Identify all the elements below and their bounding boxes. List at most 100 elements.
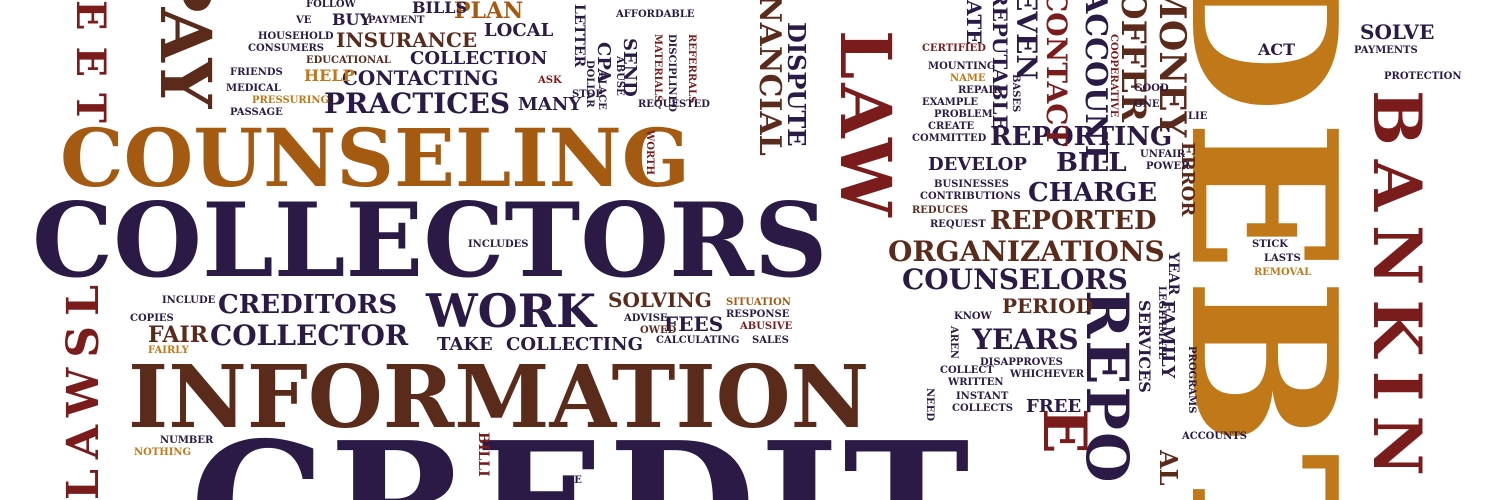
word-educational: EDUCATIONAL — [306, 55, 391, 66]
word-credit: CREDIT — [190, 420, 974, 500]
word-insurance: INSURANCE — [336, 28, 478, 52]
word-owed: OWED — [640, 325, 677, 336]
word-household: HOUSEHOLD — [258, 31, 334, 42]
word-plan: PLAN — [454, 0, 524, 24]
word-letter: LETTER — [571, 4, 587, 68]
word-aren: AREN — [948, 326, 959, 359]
word-name: NAME — [950, 73, 986, 84]
word-whichever: WHICHEVER — [1010, 369, 1085, 380]
word-materials: MATERIALS — [652, 34, 663, 103]
word-follow: FOLLOW — [306, 0, 356, 10]
word-state: ATE — [962, 0, 986, 45]
word-many: MANY — [518, 94, 582, 115]
word-fair: FAIR — [148, 322, 208, 348]
word-nothing: NOTHING — [134, 447, 192, 458]
word-mounting: MOUNTING — [928, 61, 996, 72]
word-pay: PAY — [144, 0, 227, 109]
word-charge: CHARGE — [1028, 178, 1158, 208]
word-unfair: UNFAIR — [1140, 149, 1186, 160]
word-calculating: CALCULATING — [656, 335, 740, 346]
word-cooperative: COOPERATIVE — [1108, 34, 1119, 118]
word-one: ONE — [1134, 99, 1160, 110]
word-creditors: CREDITORS — [218, 290, 398, 320]
word-help: HELP — [304, 66, 355, 85]
word-collecting: COLLECTING — [506, 334, 644, 355]
word-consumers: CONSUMERS — [248, 43, 324, 54]
word-request: REQUEST — [930, 219, 986, 230]
word-contacting: CONTACTING — [342, 66, 499, 90]
word-includes: INCLUDES — [468, 239, 529, 250]
word-number: NUMBER — [160, 435, 214, 446]
word-problem: PROBLEM — [934, 109, 993, 120]
word-account: ACCOUNT — [1078, 0, 1113, 164]
word-develop: DEVELOP — [928, 154, 1027, 175]
word-information: INFORMATION — [128, 347, 870, 448]
word-certified: CERTIFIED — [922, 43, 986, 54]
word-committed: COMMITTED — [912, 133, 987, 144]
word-lie: LIE — [1188, 111, 1208, 122]
word-removal: REMOVAL — [1254, 267, 1312, 278]
word-contact: CONTACT — [1040, 0, 1073, 147]
word-businesses: BUSINESSES — [934, 179, 1009, 190]
word-report: REPO — [1073, 290, 1141, 485]
word-buy: BUY — [332, 10, 371, 29]
word-example: EXAMPLE — [922, 97, 979, 108]
word-re: RE — [566, 475, 582, 486]
word-billing: BILLI — [475, 432, 491, 477]
word-services: SERVICES — [1135, 300, 1154, 393]
word-bills: BILLS — [412, 0, 468, 17]
word-lawsuit: LAWSL — [58, 274, 109, 500]
word-dispute: DISPUTE — [782, 22, 811, 147]
word-law: LAW — [824, 30, 907, 221]
word-abusive: ABUSIVE — [740, 321, 793, 332]
word-contributions: CONTRIBUTIONS — [920, 191, 1021, 202]
word-side-e: E — [1029, 408, 1099, 454]
word-disapproves: DISAPPROVES — [980, 357, 1063, 368]
word-reported: REPORTED — [990, 206, 1157, 236]
word-stick: STICK — [1252, 239, 1288, 250]
word-include: INCLUDE — [162, 295, 216, 306]
word-stop: STOP — [572, 89, 603, 100]
word-solving: SOLVING — [608, 288, 712, 312]
word-need: NEED — [924, 388, 935, 422]
word-year: YEAR — [1165, 252, 1181, 296]
word-payments: PAYMENTS — [1354, 45, 1418, 56]
word-collection: COLLECTION — [410, 48, 548, 69]
word-organizations: ORGANIZATIONS — [888, 235, 1165, 268]
word-medical: MEDICAL — [226, 83, 281, 94]
word-money: MONEY — [1151, 0, 1193, 138]
word-collect: COLLECT — [940, 365, 994, 376]
word-local: LOCAL — [484, 20, 554, 41]
word-financial: FINANCIAL — [752, 0, 787, 156]
word-create: CREATE — [928, 121, 975, 132]
word-fairly: FAIRLY — [148, 345, 189, 356]
word-advise: ADVISE — [624, 313, 668, 324]
word-ask: ASK — [538, 75, 562, 86]
word-requested: REQUESTED — [638, 99, 710, 110]
word-collectors: COLLECTORS — [32, 181, 828, 301]
word-abuse: ABUSE — [614, 56, 625, 96]
word-referrals: REFERRALS — [686, 34, 697, 104]
word-response: RESPONSE — [726, 309, 790, 320]
word-good: GOOD — [1134, 83, 1169, 94]
word-instant: INSTANT — [956, 391, 1009, 402]
word-lasts: LASTS — [1264, 253, 1301, 264]
word-collector: COLLECTOR — [210, 319, 409, 352]
word-payment: PAYMENT — [368, 15, 425, 26]
word-banking: BANKIN — [1358, 90, 1436, 490]
word-years: YEARS — [972, 323, 1079, 356]
word-even: EVEN — [1010, 0, 1043, 81]
word-dollar: DOLLAR — [584, 60, 595, 108]
word-passage: PASSAGE — [230, 107, 283, 118]
word-sales: SALES — [752, 335, 789, 346]
word-ve: VE — [296, 15, 312, 26]
word-counseling: COUNSELING — [60, 111, 691, 205]
word-act: ACT — [1258, 40, 1296, 59]
word-al: AL — [1154, 450, 1183, 486]
word-fees: FEES — [664, 312, 724, 336]
word-take: TAKE — [437, 334, 493, 355]
word-worth: WORTH — [644, 130, 655, 175]
word-counselors: COUNSELORS — [902, 263, 1128, 296]
word-period: PERIOD — [1002, 294, 1094, 318]
